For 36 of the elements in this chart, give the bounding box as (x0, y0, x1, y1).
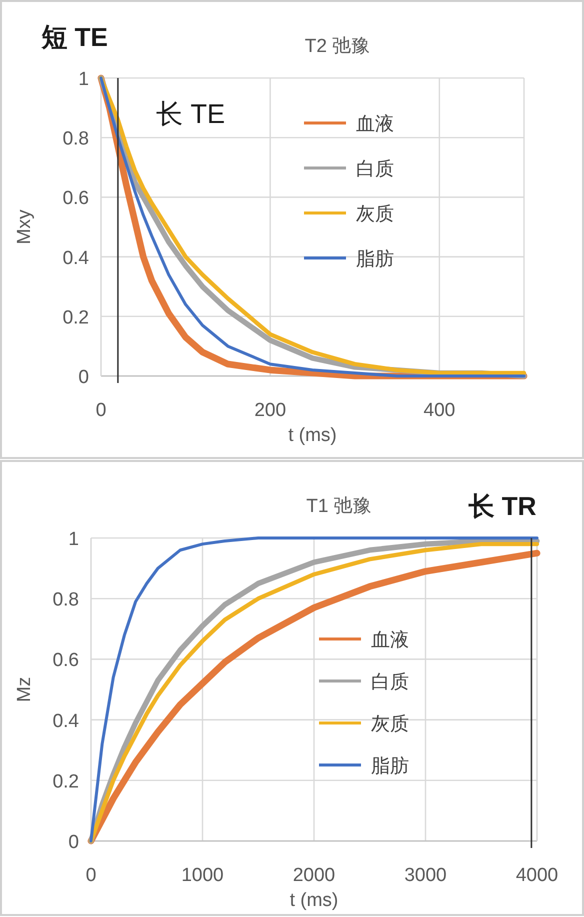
legend-label: 血液 (371, 629, 409, 651)
y-tick-label: 0 (78, 367, 89, 388)
y-tick-label: 1 (78, 69, 89, 90)
ref-line-label: 短 TE (40, 22, 108, 52)
x-tick-label: 2000 (292, 865, 336, 886)
x-tick-label: 4000 (516, 865, 558, 886)
y-tick-label: 0.8 (62, 128, 89, 150)
legend-label: 灰质 (356, 204, 394, 225)
annotation: 长 TE (156, 99, 226, 129)
legend-label: 灰质 (371, 714, 409, 735)
legend-label: 白质 (356, 159, 394, 180)
y-tick-label: 0.6 (62, 188, 89, 210)
x-tick-label: 400 (424, 400, 456, 421)
x-axis-title: t (ms) (290, 890, 338, 911)
chart-title: T2 弛豫 (304, 36, 370, 57)
x-tick-label: 1000 (181, 865, 224, 886)
y-tick-label: 0.2 (52, 771, 79, 792)
legend-label: 血液 (356, 113, 394, 135)
chart-title: T1 弛豫 (306, 496, 372, 517)
legend-label: 白质 (371, 672, 409, 693)
y-tick-label: 0.8 (52, 590, 79, 611)
y-axis-title: Mxy (14, 209, 35, 244)
x-tick-label: 200 (254, 400, 286, 421)
y-tick-label: 0.2 (62, 307, 89, 328)
x-axis-title: t (ms) (288, 425, 337, 446)
legend-label: 脂肪 (371, 756, 409, 777)
x-tick-label: 0 (96, 400, 106, 421)
ref-line-label: 长 TR (468, 491, 537, 521)
y-tick-label: 0.4 (52, 710, 80, 732)
legend-label: 脂肪 (356, 249, 394, 270)
y-tick-label: 0.6 (52, 650, 79, 672)
x-tick-label: 3000 (404, 865, 447, 886)
y-axis-title: Mz (14, 676, 35, 702)
y-tick-label: 0.4 (62, 248, 90, 269)
y-tick-label: 1 (68, 529, 79, 550)
y-tick-label: 0 (68, 832, 79, 853)
